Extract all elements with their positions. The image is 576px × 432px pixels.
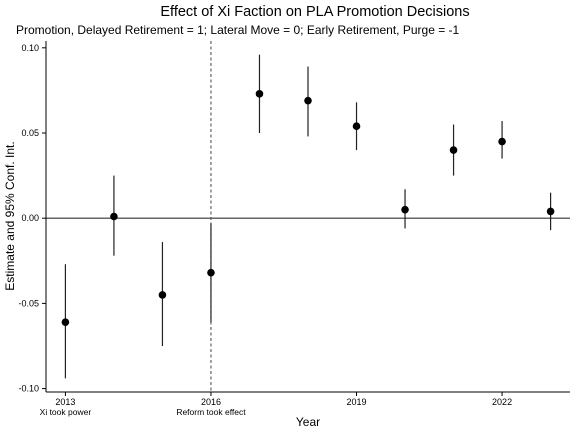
y-tick-label: -0.10 [18, 384, 39, 394]
data-point [352, 122, 361, 130]
x-tick-label: 2019 [347, 397, 367, 407]
x-axis-label: Year [296, 415, 320, 429]
data-point [304, 96, 312, 105]
x-tick-label: 2016 [201, 397, 221, 407]
x-tick-label: 2022 [492, 397, 512, 407]
y-axis-label: Estimate and 95% Conf. Int. [3, 141, 17, 290]
y-ticks: -0.10 -0.05 0.00 0.05 0.10 [18, 43, 46, 394]
data-point [449, 146, 458, 154]
annotation-label: Xi took power [40, 407, 92, 417]
x-ticks: 2013 2016 2019 2022 [55, 392, 512, 407]
annotations: Xi took power Reform took effect [40, 407, 247, 417]
data-point [158, 291, 167, 299]
y-tick-label: 0.00 [21, 213, 39, 223]
chart-subtitle: Promotion, Delayed Retirement = 1; Later… [16, 23, 460, 37]
data-point [110, 212, 118, 221]
plot-area [46, 41, 570, 392]
y-tick-label: -0.05 [18, 298, 39, 308]
data-point [498, 137, 506, 146]
data-point [401, 205, 409, 214]
axes: -0.10-0.050.000.050.10 2013 2016 2019 2022 … [18, 41, 570, 417]
data-points [61, 90, 555, 326]
chart-title: Effect of Xi Faction on PLA Promotion De… [160, 4, 469, 20]
x-tick-label: 2013 [55, 397, 75, 407]
data-point [61, 318, 70, 326]
y-tick-label: 0.05 [21, 128, 39, 138]
data-point [546, 207, 555, 216]
data-point [255, 90, 264, 98]
annotation-label: Reform took effect [176, 407, 246, 417]
y-tick-label: 0.10 [21, 43, 39, 53]
data-point [207, 268, 215, 277]
